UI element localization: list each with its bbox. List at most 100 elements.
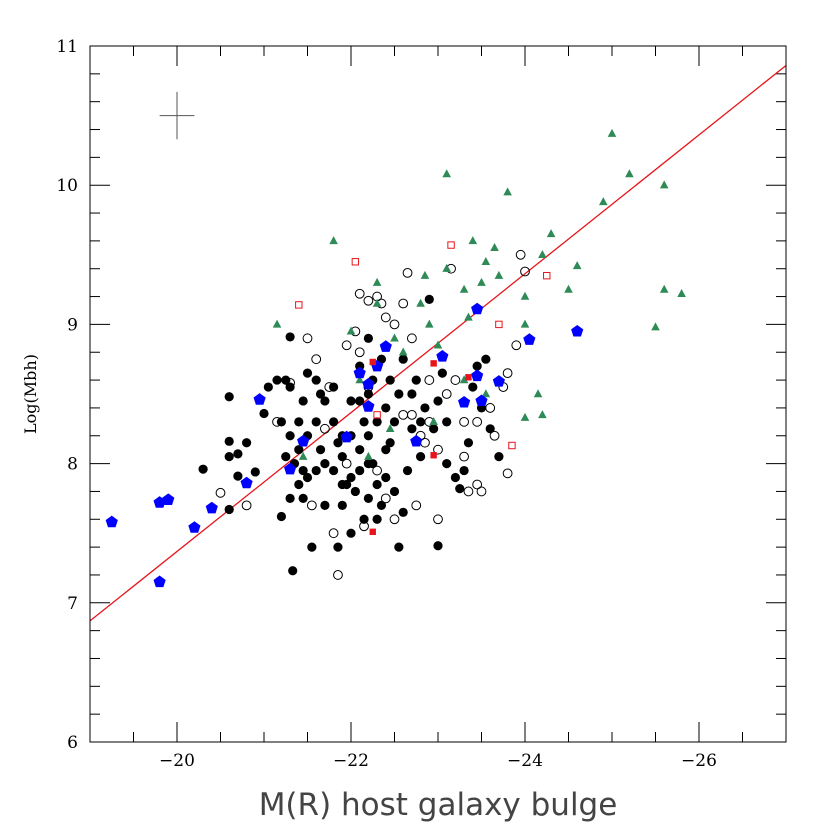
data-point-filled-circle: [198, 464, 208, 474]
data-point-triangle: [481, 256, 491, 265]
data-point-open-circle: [285, 377, 296, 388]
data-point-filled-circle: [455, 484, 465, 494]
data-point-filled-circle: [294, 479, 304, 490]
data-point-open-circle: [402, 267, 413, 278]
data-point-filled-circle: [329, 465, 339, 476]
data-point-filled-circle: [385, 375, 395, 385]
data-point-open-circle: [341, 458, 352, 469]
data-point-triangle: [503, 187, 512, 196]
data-point-filled-circle: [407, 424, 417, 434]
data-point-filled-circle: [224, 452, 234, 462]
data-point-filled-circle: [494, 452, 504, 462]
y-axis-label: Log(Mbh): [21, 354, 40, 434]
data-point-pentagon: [471, 302, 484, 315]
data-point-open-circle: [476, 486, 487, 497]
data-point-filled-circle: [420, 403, 430, 413]
data-point-filled-circle: [394, 389, 404, 399]
data-point-filled-circle: [363, 389, 373, 399]
data-point-open-circle: [511, 340, 522, 351]
data-point-open-circle: [389, 514, 400, 525]
data-point-filled-circle: [355, 465, 365, 476]
data-point-filled-circle: [285, 493, 295, 503]
data-point-filled-circle: [346, 472, 356, 483]
data-point-filled-circle: [437, 368, 447, 378]
points-group: [105, 128, 686, 588]
x-tick-label: −22: [333, 751, 369, 771]
data-point-triangle: [364, 451, 373, 460]
data-point-filled-circle: [416, 417, 426, 427]
data-point-filled-circle: [337, 500, 347, 510]
data-point-filled-square: [369, 528, 376, 536]
data-point-open-circle: [398, 298, 409, 309]
data-point-open-circle: [485, 403, 496, 413]
data-point-filled-circle: [442, 417, 452, 427]
data-point-filled-circle: [307, 542, 317, 552]
data-point-filled-circle: [263, 382, 273, 392]
data-point-filled-circle: [281, 375, 291, 385]
data-point-filled-circle: [272, 375, 282, 385]
data-point-filled-circle: [333, 438, 343, 448]
data-point-open-square: [373, 411, 381, 419]
data-point-filled-circle: [224, 392, 234, 402]
data-point-filled-circle: [385, 438, 395, 448]
data-point-filled-circle: [285, 431, 295, 441]
data-point-filled-circle: [350, 486, 360, 497]
data-point-triangle: [372, 277, 382, 286]
data-point-triangle: [481, 389, 491, 398]
data-point-filled-circle: [311, 417, 321, 427]
data-point-triangle: [490, 243, 499, 252]
data-point-triangle: [459, 284, 469, 293]
data-point-open-circle: [372, 465, 383, 476]
data-point-filled-circle: [398, 354, 408, 364]
data-point-filled-circle: [389, 486, 400, 497]
data-point-pentagon: [188, 521, 201, 533]
data-point-pentagon: [153, 575, 166, 588]
data-point-filled-circle: [416, 452, 426, 462]
data-point-pentagon: [475, 394, 488, 407]
data-point-filled-circle: [311, 465, 321, 476]
data-point-filled-circle: [302, 368, 313, 378]
data-point-filled-circle: [311, 375, 321, 385]
data-point-open-circle: [489, 430, 500, 441]
data-point-open-circle: [380, 312, 391, 323]
data-point-pentagon: [105, 515, 118, 528]
data-point-open-circle: [441, 389, 452, 399]
data-point-filled-circle: [459, 465, 469, 476]
data-point-filled-circle: [394, 542, 404, 552]
x-tick-label: −24: [507, 751, 543, 771]
data-point-triangle: [546, 229, 556, 238]
data-point-open-circle: [302, 333, 313, 344]
data-point-pentagon: [471, 369, 484, 382]
data-point-open-circle: [398, 409, 409, 420]
x-axis-label: M(R) host galaxy bulge: [259, 787, 618, 823]
data-point-triangle: [355, 375, 364, 384]
data-point-triangle: [607, 128, 617, 137]
y-tick-label: 6: [67, 733, 78, 753]
data-point-filled-circle: [442, 459, 452, 469]
data-point-filled-circle: [372, 479, 382, 490]
data-point-filled-circle: [320, 396, 330, 406]
data-point-open-circle: [411, 500, 422, 511]
data-point-open-circle: [380, 493, 391, 504]
data-point-open-circle: [354, 347, 365, 358]
data-point-filled-circle: [468, 382, 478, 392]
data-point-filled-circle: [242, 438, 252, 448]
data-point-triangle: [346, 326, 356, 335]
data-point-triangle: [599, 197, 608, 206]
data-point-open-circle: [472, 479, 483, 490]
data-point-pentagon: [284, 462, 297, 475]
x-tick-label: −20: [159, 751, 195, 771]
data-point-open-circle: [502, 368, 513, 379]
data-point-open-circle: [450, 375, 461, 385]
data-point-filled-circle: [294, 445, 304, 455]
data-point-triangle: [390, 333, 399, 342]
data-point-filled-circle: [359, 417, 369, 427]
data-point-triangle: [459, 375, 469, 384]
data-point-filled-circle: [337, 452, 347, 462]
data-point-pentagon: [379, 340, 392, 352]
data-point-filled-circle: [302, 472, 313, 483]
data-point-filled-circle: [381, 403, 391, 413]
data-point-triangle: [442, 263, 451, 272]
data-point-filled-square: [369, 358, 376, 366]
